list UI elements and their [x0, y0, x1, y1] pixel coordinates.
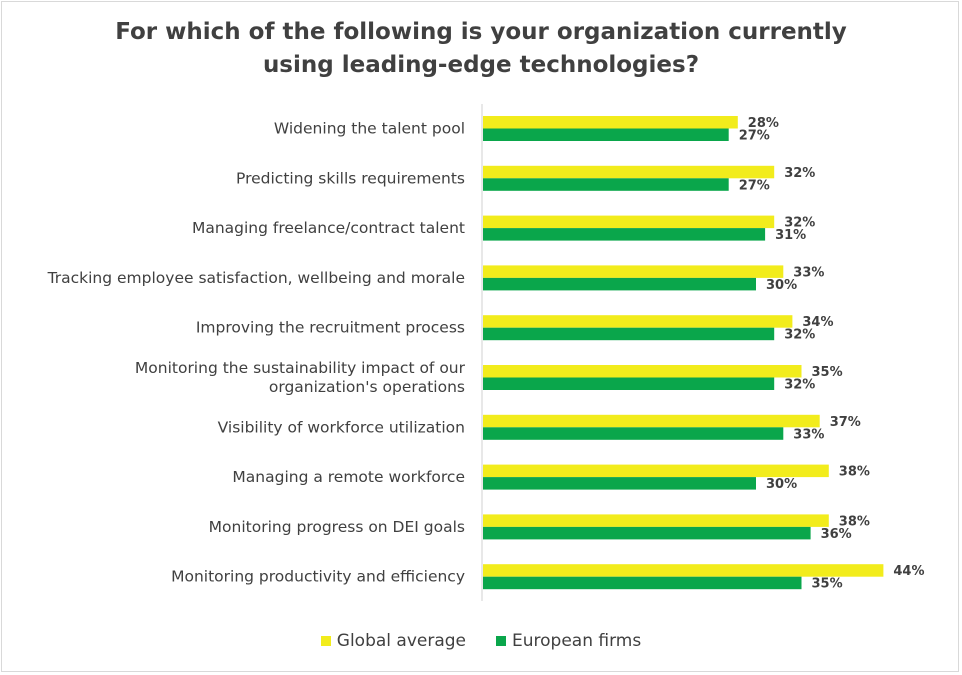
category-label-line: Managing freelance/contract talent — [192, 219, 465, 237]
bar-european-firms — [483, 277, 756, 291]
bar-global-average — [483, 165, 775, 179]
bar-global-average — [483, 514, 829, 527]
category-label: Monitoring productivity and efficiency — [171, 568, 465, 586]
value-label-global-average: 32% — [784, 216, 815, 231]
category-label-line: organization's operations — [269, 378, 465, 396]
category-label-line: Improving the recruitment process — [196, 319, 465, 337]
bar-global-average — [483, 116, 738, 129]
category-label: Improving the recruitment process — [196, 319, 465, 337]
bar-global-average — [483, 215, 775, 229]
value-label-european-firms: 27% — [739, 178, 770, 193]
value-label-global-average: 34% — [802, 315, 833, 330]
category-label-line: Managing a remote workforce — [232, 468, 465, 486]
bar-global-average — [483, 464, 829, 478]
legend-label-global: Global average — [336, 631, 467, 651]
category-label-line: Visibility of workforce utilization — [218, 418, 465, 436]
legend-item-global: Global average — [320, 631, 467, 651]
value-label-european-firms: 35% — [812, 577, 843, 592]
category-label: Tracking employee satisfaction, wellbein… — [47, 269, 465, 287]
legend-swatch-european — [496, 636, 507, 646]
bar-european-firms — [483, 327, 775, 341]
value-label-global-average: 35% — [812, 365, 843, 380]
category-label: Managing freelance/contract talent — [192, 219, 465, 237]
legend: Global average European firms — [0, 630, 962, 652]
value-label-global-average: 28% — [748, 116, 779, 131]
value-label-european-firms: 32% — [784, 328, 815, 343]
value-label-european-firms: 30% — [766, 278, 797, 293]
category-label: Monitoring the sustainability impact of … — [135, 359, 466, 396]
category-label-line: Monitoring progress on DEI goals — [209, 518, 465, 536]
bar-global-average — [483, 265, 784, 278]
bar-european-firms — [483, 128, 729, 141]
category-label-line: Tracking employee satisfaction, wellbein… — [47, 269, 465, 287]
category-label-line: Widening the talent pool — [274, 120, 465, 138]
category-label-line: Predicting skills requirements — [236, 169, 465, 187]
value-label-global-average: 33% — [793, 265, 824, 280]
bar-global-average — [483, 315, 793, 328]
category-label: Visibility of workforce utilization — [218, 418, 465, 436]
category-label: Widening the talent pool — [274, 120, 465, 138]
bar-global-average — [483, 564, 884, 577]
category-label: Managing a remote workforce — [232, 468, 465, 486]
value-label-global-average: 38% — [839, 514, 870, 529]
chart-title-line-2: using leading-edge technologies? — [262, 52, 700, 78]
category-label: Monitoring progress on DEI goals — [209, 518, 465, 536]
value-label-global-average: 32% — [784, 166, 815, 181]
category-label: Predicting skills requirements — [236, 169, 465, 187]
bar-european-firms — [483, 477, 756, 490]
category-label-line: Monitoring productivity and efficiency — [171, 568, 465, 586]
bar-european-firms — [483, 178, 729, 191]
value-label-european-firms: 27% — [739, 129, 770, 144]
value-label-european-firms: 33% — [793, 427, 824, 442]
value-label-european-firms: 31% — [775, 228, 806, 243]
chart-title-line-1: For which of the following is your organ… — [115, 19, 847, 45]
bar-european-firms — [483, 526, 811, 540]
legend-label-european: European firms — [512, 631, 642, 651]
legend-swatch-global — [320, 636, 331, 646]
bar-global-average — [483, 414, 820, 428]
bar-european-firms — [483, 576, 802, 590]
value-label-global-average: 38% — [839, 465, 870, 480]
value-label-european-firms: 36% — [821, 527, 852, 542]
bar-global-average — [483, 365, 802, 378]
category-label-line: Monitoring the sustainability impact of … — [135, 359, 466, 377]
bar-european-firms — [483, 377, 775, 390]
value-label-global-average: 44% — [893, 564, 924, 579]
value-label-global-average: 37% — [830, 415, 861, 430]
value-label-european-firms: 32% — [784, 378, 815, 393]
bar-european-firms — [483, 228, 766, 241]
bar-european-firms — [483, 427, 784, 440]
legend-item-european: European firms — [496, 631, 641, 651]
chart-title: For which of the following is your organ… — [0, 16, 962, 82]
value-label-european-firms: 30% — [766, 477, 797, 492]
